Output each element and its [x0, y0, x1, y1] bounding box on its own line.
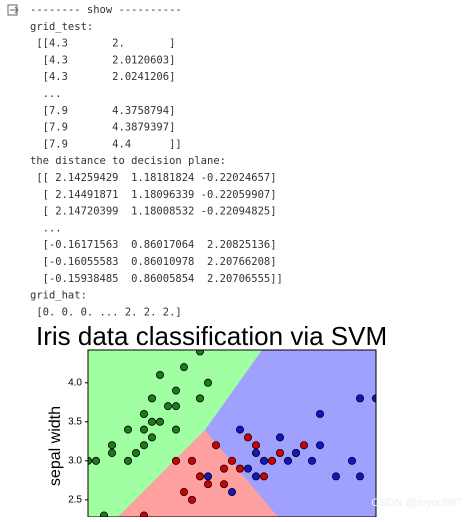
point	[235, 464, 244, 473]
point	[251, 472, 260, 481]
point	[267, 456, 276, 465]
chart-title: Iris data classification via SVM	[36, 321, 387, 351]
output-line: [ 2.14720399 1.18008532 -0.22094825]	[30, 206, 277, 218]
point	[139, 409, 148, 418]
point	[275, 449, 284, 458]
point	[227, 456, 236, 465]
y-tick-label: 3.0	[68, 455, 82, 466]
point	[275, 433, 284, 442]
point	[100, 511, 108, 517]
point	[315, 441, 324, 450]
point	[171, 386, 180, 395]
point	[139, 441, 148, 450]
point	[155, 370, 164, 379]
output-line: [7.9 4.3879397]	[30, 122, 175, 134]
watermark: CSDN @myou987	[371, 497, 462, 509]
point	[347, 456, 356, 465]
point	[187, 495, 196, 504]
output-line: [[ 2.14259429 1.18181824 -0.22024657]	[30, 172, 277, 184]
point	[195, 472, 204, 481]
point	[211, 441, 220, 450]
output-line: [7.9 4.3758794]	[30, 105, 175, 117]
point	[355, 394, 364, 403]
point	[140, 511, 148, 517]
point	[355, 472, 364, 481]
point	[227, 488, 236, 497]
point	[251, 441, 260, 450]
point	[203, 480, 212, 489]
output-line: ...	[30, 88, 62, 100]
output-line: [ 2.14491871 1.18096339 -0.22059907]	[30, 189, 277, 201]
output-line: [-0.15938485 0.86005854 2.20706555]]	[30, 273, 283, 285]
point	[315, 409, 324, 418]
point	[171, 402, 180, 411]
point	[124, 456, 133, 465]
point	[235, 425, 244, 434]
output-line: grid_hat:	[30, 290, 87, 302]
y-tick-label: 4.0	[68, 377, 82, 388]
point	[291, 449, 300, 458]
y-tick-label: 3.5	[68, 416, 82, 427]
output-line: ...	[30, 222, 62, 234]
point	[259, 472, 268, 481]
point	[179, 488, 188, 497]
output-line: [-0.16055583 0.86010978 2.20766208]	[30, 256, 277, 268]
point	[171, 456, 180, 465]
region	[88, 350, 262, 517]
point	[92, 456, 101, 465]
point	[299, 441, 308, 450]
point	[147, 417, 156, 426]
point	[171, 425, 180, 434]
point	[196, 350, 204, 356]
point	[131, 449, 140, 458]
point	[124, 425, 133, 434]
output-line: the distance to decision plane:	[30, 155, 226, 167]
point	[219, 464, 228, 473]
point	[243, 433, 252, 442]
output-line: -------- show ----------	[30, 4, 182, 16]
output-line: [4.3 2.0241206]	[30, 71, 175, 83]
point	[219, 480, 228, 489]
point	[243, 464, 252, 473]
point	[147, 394, 156, 403]
point	[155, 417, 164, 426]
point	[331, 472, 340, 481]
point	[203, 472, 212, 481]
point	[187, 456, 196, 465]
output-line: [7.9 4.4 ]]	[30, 138, 182, 150]
point	[307, 456, 316, 465]
point	[108, 449, 117, 458]
point	[195, 394, 204, 403]
output-line: [[4.3 2. ]	[30, 38, 175, 50]
output-line: grid_test:	[30, 21, 93, 33]
point	[139, 425, 148, 434]
point	[108, 441, 117, 450]
output-line: [4.3 2.0120603]	[30, 54, 175, 66]
point	[203, 378, 212, 387]
point	[259, 456, 268, 465]
y-axis-label: sepal width	[47, 406, 64, 486]
output-line: [-0.16171563 0.86017064 2.20825136]	[30, 239, 277, 251]
y-tick-label: 2.5	[68, 494, 82, 505]
point	[163, 402, 172, 411]
point	[283, 456, 292, 465]
point	[251, 449, 260, 458]
point	[147, 433, 156, 442]
output-icon[interactable]	[7, 4, 19, 16]
output-line: [0. 0. 0. ... 2. 2. 2.]	[30, 306, 182, 318]
point	[179, 363, 188, 372]
